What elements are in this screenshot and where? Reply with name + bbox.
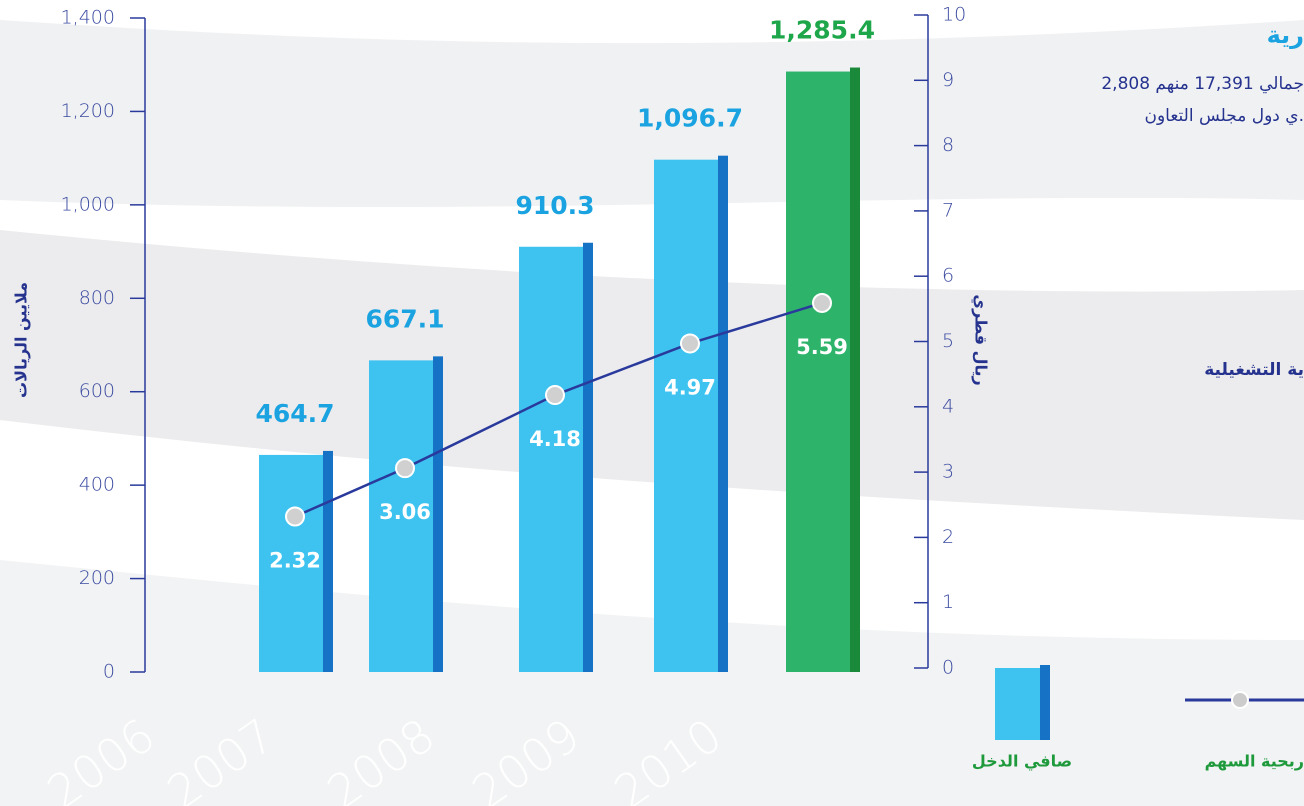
y2-tick-label: 9 xyxy=(942,69,954,91)
bar-side xyxy=(323,450,333,672)
y2-tick-label: 4 xyxy=(942,395,954,417)
data-label: 1,285.4 xyxy=(769,16,875,45)
y2-tick-label: 1 xyxy=(942,591,954,613)
side-text: ية التشغيلية xyxy=(1204,360,1304,380)
y-tick-label: 600 xyxy=(79,380,115,402)
point xyxy=(545,385,565,406)
bar xyxy=(786,71,858,673)
data-label: 5.59 xyxy=(796,335,848,359)
y2-tick-label: 0 xyxy=(942,657,954,679)
data-label: 4.18 xyxy=(529,427,581,451)
side-text: جمالي 17,391 منهم 2,808 xyxy=(1101,74,1304,94)
data-label: 667.1 xyxy=(365,304,444,333)
y2-tick-label: 2 xyxy=(942,526,954,548)
data-label: 4.97 xyxy=(664,375,716,399)
y2-tick-label: 8 xyxy=(942,134,954,156)
y2-tick-label: 5 xyxy=(942,330,954,352)
data-label: 910.3 xyxy=(515,191,594,220)
bar-side xyxy=(433,356,443,672)
y-tick-label: 800 xyxy=(79,287,115,309)
y2-tick-label: 10 xyxy=(942,4,966,26)
point xyxy=(395,458,415,479)
y-tick-label: 400 xyxy=(79,474,115,496)
y-tick-label: 1,200 xyxy=(61,100,115,122)
legend: صافي الدخل ربحية السهم xyxy=(972,665,1304,772)
bar xyxy=(654,159,726,672)
point xyxy=(812,292,832,313)
y2-axis-title: ريال قطري xyxy=(971,294,991,385)
data-label: 1,096.7 xyxy=(637,104,743,133)
y-tick-label: 1,400 xyxy=(61,7,115,29)
background xyxy=(0,20,1304,806)
y2-tick-label: 7 xyxy=(942,199,954,221)
legend-swatch xyxy=(1231,691,1249,709)
y-tick-label: 1,000 xyxy=(61,193,115,215)
legend-swatch xyxy=(995,668,1047,740)
data-label: 2.32 xyxy=(269,549,321,573)
bar-side xyxy=(718,155,728,672)
y2-tick-label: 6 xyxy=(942,265,954,287)
side-text: ي دول مجلس التعاون. xyxy=(1144,106,1304,126)
y-axis-title: ملايين الريالات xyxy=(12,282,31,398)
bar-side xyxy=(583,242,593,672)
y-tick-label: 0 xyxy=(103,661,115,683)
bar xyxy=(519,246,591,672)
point xyxy=(285,506,305,527)
bar xyxy=(259,454,331,672)
side-title: رية xyxy=(1267,21,1304,49)
data-label: 3.06 xyxy=(379,500,431,524)
point xyxy=(680,333,700,354)
data-label: 464.7 xyxy=(255,399,334,428)
bar xyxy=(369,360,441,672)
legend-label: ربحية السهم xyxy=(1205,752,1304,771)
legend-swatch xyxy=(1040,665,1050,740)
y2-tick-label: 3 xyxy=(942,461,954,483)
legend-label: صافي الدخل xyxy=(972,752,1072,772)
y-tick-label: 200 xyxy=(79,567,115,589)
bar-side xyxy=(850,67,860,673)
